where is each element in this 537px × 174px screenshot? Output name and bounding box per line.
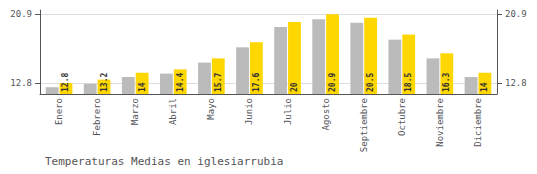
svg-text:Abril: Abril (168, 98, 178, 125)
svg-text:20.9: 20.9 (10, 9, 32, 19)
svg-text:Diciembre: Diciembre (473, 98, 483, 147)
svg-text:Febrero: Febrero (92, 98, 102, 136)
svg-text:Septiembre: Septiembre (359, 98, 369, 152)
svg-text:14: 14 (480, 82, 489, 92)
svg-text:Noviembre: Noviembre (435, 98, 445, 147)
svg-text:13.2: 13.2 (100, 73, 109, 92)
svg-text:14.4: 14.4 (176, 73, 185, 92)
svg-text:16.3: 16.3 (442, 73, 451, 92)
svg-text:12.8: 12.8 (505, 78, 527, 88)
svg-text:12.8: 12.8 (10, 78, 32, 88)
svg-text:Mayo: Mayo (206, 98, 216, 120)
svg-text:15.7: 15.7 (214, 73, 223, 92)
svg-text:Temperaturas Medias en iglesia: Temperaturas Medias en iglesiarrubia (45, 155, 283, 168)
svg-text:Agosto: Agosto (321, 98, 331, 131)
svg-text:Junio: Junio (244, 98, 254, 125)
svg-text:Octubre: Octubre (397, 98, 407, 136)
svg-text:20.5: 20.5 (366, 73, 375, 92)
svg-text:Julio: Julio (283, 98, 293, 125)
svg-text:14: 14 (138, 82, 147, 92)
svg-text:20.9: 20.9 (505, 9, 527, 19)
svg-text:17.6: 17.6 (252, 73, 261, 92)
svg-text:Marzo: Marzo (130, 98, 140, 125)
svg-text:20.9: 20.9 (328, 73, 337, 92)
svg-text:20: 20 (290, 82, 299, 92)
svg-text:12.8: 12.8 (61, 73, 70, 92)
svg-text:Enero: Enero (54, 98, 64, 125)
svg-text:18.5: 18.5 (404, 73, 413, 92)
